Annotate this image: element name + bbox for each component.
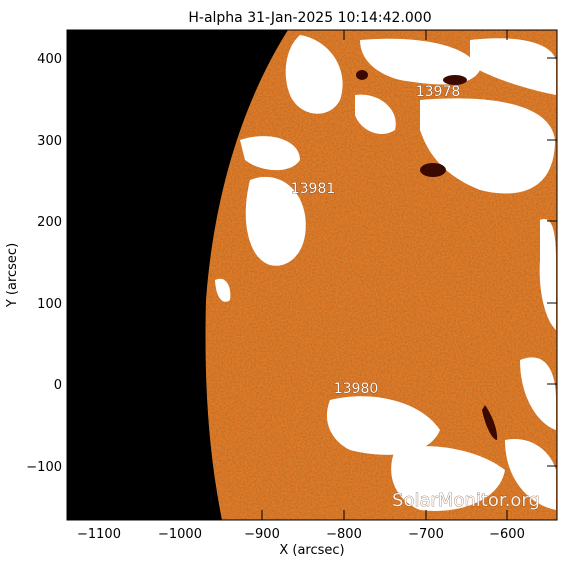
tick-marks — [67, 30, 557, 520]
plage-regions — [215, 35, 556, 511]
sunspots — [356, 70, 498, 440]
x-axis-label: X (arcsec) — [279, 543, 344, 558]
region-label-13981: 13981 — [291, 181, 336, 197]
x-tick-label: −800 — [326, 527, 362, 542]
y-tick-label: 200 — [37, 215, 62, 230]
y-tick-label: 300 — [37, 134, 62, 149]
x-tick-label: −600 — [489, 527, 525, 542]
y-tick-label: 0 — [54, 378, 62, 393]
y-tick-label: 400 — [37, 52, 62, 67]
active-region-labels: 13978 13981 13980 — [290, 84, 461, 398]
y-tick-label: −100 — [26, 460, 62, 475]
y-tick-label: 100 — [37, 297, 62, 312]
solarmonitor-watermark: SolarMonitor.org — [392, 490, 540, 511]
image-title: H-alpha 31-Jan-2025 10:14:42.000 — [188, 10, 431, 26]
y-tick-labels: 400 300 200 100 0 −100 — [26, 52, 62, 475]
x-tick-label: −900 — [244, 527, 280, 542]
x-tick-label: −700 — [408, 527, 444, 542]
x-tick-label: −1000 — [158, 527, 202, 542]
solar-image — [67, 30, 557, 520]
y-axis-label: Y (arcsec) — [5, 243, 20, 308]
x-tick-label: −1100 — [77, 527, 121, 542]
x-tick-labels: −1100 −1000 −900 −800 −700 −600 — [77, 527, 525, 542]
region-label-13978: 13978 — [416, 84, 461, 100]
region-label-13980: 13980 — [334, 381, 379, 397]
plot-frame — [66, 29, 558, 521]
